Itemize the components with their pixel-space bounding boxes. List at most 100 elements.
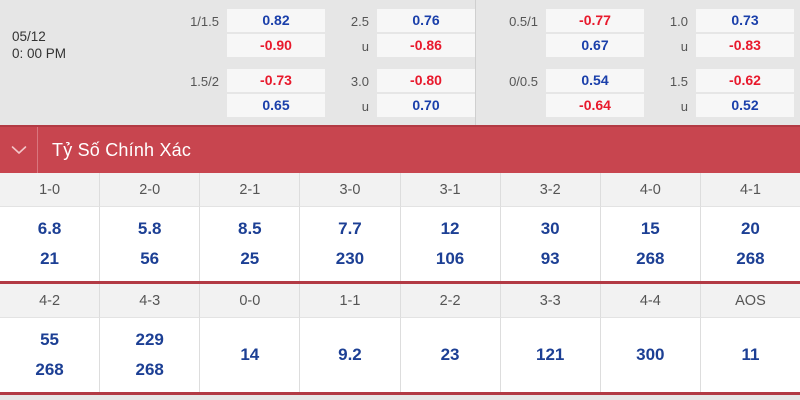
odds-cell[interactable]: 0.54 [546,69,644,92]
total-sub-label: u [680,99,688,114]
score-label: 1-1 [300,284,401,318]
score-odds-cell[interactable]: 229 268 [100,318,201,392]
score-label: 2-1 [200,173,301,207]
total-line: 1.5 [669,74,688,89]
odds-cell[interactable]: 0.73 [696,9,794,32]
score-value-row: 55 268 229 268 14 9.2 23 121 300 11 [0,318,800,392]
total-odds: 0.73 -0.83 [696,9,794,57]
total-sub-label: u [361,39,369,54]
total-odds: -0.62 0.52 [696,69,794,117]
score-odds-secondary: 268 [736,249,765,268]
score-odds-primary: 11 [741,345,760,364]
total-odds: 0.76 -0.86 [377,9,475,57]
match-time: 0: 00 PM [12,46,67,61]
score-odds-primary: 300 [636,345,665,364]
score-header-row: 1-0 2-0 2-1 3-0 3-1 3-2 4-0 4-1 [0,173,800,207]
score-label: 4-3 [100,284,201,318]
score-odds-primary: 14 [240,345,260,364]
odds-cell[interactable]: 0.76 [377,9,475,32]
score-odds-secondary: 230 [335,249,365,268]
score-block: 4-2 4-3 0-0 1-1 2-2 3-3 4-4 AOS 55 268 2… [0,284,800,395]
score-label: 4-4 [600,284,701,318]
odds-cell[interactable]: 0.82 [227,9,325,32]
score-label: 4-1 [700,173,800,207]
match-datetime: 05/12 0: 00 PM [0,0,175,62]
total-market: 3.0 u -0.80 0.70 [325,69,475,119]
section-header-correct-score[interactable]: Tỷ Số Chính Xác [0,125,800,173]
odds-cell[interactable]: 0.70 [377,94,475,117]
score-odds-primary: 15 [640,219,660,238]
handicap-line: 0.5/1 [509,14,538,29]
score-odds-primary: 121 [536,345,565,364]
odds-cell[interactable]: 0.67 [546,34,644,57]
score-odds-cell[interactable]: 7.7 230 [300,207,401,281]
score-odds-cell[interactable]: 23 [400,318,501,392]
score-label: 4-0 [600,173,701,207]
handicap-market: 0.5/1 -0.77 0.67 [494,9,644,59]
total-line-labels: 1.5 u [644,69,696,119]
score-odds-primary: 229 [135,330,164,349]
odds-block: 0.5/1 -0.77 0.67 1.0 u 0.73 -0. [494,9,800,59]
collapse-toggle[interactable] [0,127,38,173]
handicap-line: 1.5/2 [190,74,219,89]
odds-cell[interactable]: -0.64 [546,94,644,117]
handicap-line-labels: 1.5/2 [175,69,227,94]
score-odds-cell[interactable]: 14 [200,318,301,392]
score-label: AOS [700,284,800,318]
odds-cell[interactable]: 0.52 [696,94,794,117]
score-label: 3-0 [300,173,401,207]
score-odds-primary: 9.2 [338,345,362,364]
score-label: 3-3 [500,284,601,318]
score-odds-cell[interactable]: 9.2 [300,318,401,392]
score-odds-cell[interactable]: 12 106 [400,207,501,281]
score-odds-cell[interactable]: 121 [500,318,601,392]
odds-cell[interactable]: -0.62 [696,69,794,92]
score-odds-primary: 7.7 [338,219,362,238]
odds-panel: 05/12 0: 00 PM 1/1.5 0.82 -0.90 [0,0,800,125]
handicap-market: 0/0.5 0.54 -0.64 [494,69,644,119]
odds-groups: 1/1.5 0.82 -0.90 2.5 u 0.76 -0. [175,0,800,125]
odds-cell[interactable]: -0.80 [377,69,475,92]
total-line: 3.0 [350,74,369,89]
handicap-line: 0/0.5 [509,74,538,89]
score-odds-secondary: 106 [435,249,465,268]
score-odds-cell[interactable]: 20 268 [700,207,800,281]
score-odds-primary: 23 [440,345,460,364]
odds-cell[interactable]: -0.77 [546,9,644,32]
odds-cell[interactable]: -0.90 [227,34,325,57]
score-label: 3-2 [500,173,601,207]
handicap-market: 1/1.5 0.82 -0.90 [175,9,325,59]
odds-cell[interactable]: -0.83 [696,34,794,57]
score-odds-secondary: 21 [40,249,60,268]
handicap-odds: 0.82 -0.90 [227,9,325,57]
score-odds-cell[interactable]: 6.8 21 [0,207,101,281]
handicap-odds: 0.54 -0.64 [546,69,644,117]
odds-cell[interactable]: -0.73 [227,69,325,92]
odds-cell[interactable]: 0.65 [227,94,325,117]
score-label: 3-1 [400,173,501,207]
score-label: 2-0 [100,173,201,207]
score-odds-cell[interactable]: 15 268 [600,207,701,281]
total-line-labels: 2.5 u [325,9,377,59]
score-odds-secondary: 268 [636,249,665,268]
handicap-line-labels: 0/0.5 [494,69,546,94]
score-odds-cell[interactable]: 30 93 [500,207,601,281]
total-sub-label: u [680,39,688,54]
score-odds-cell[interactable]: 300 [600,318,701,392]
odds-group-right: 0.5/1 -0.77 0.67 1.0 u 0.73 -0. [475,0,800,125]
total-line-labels: 1.0 u [644,9,696,59]
total-line: 2.5 [350,14,369,29]
score-odds-secondary: 93 [540,249,560,268]
score-block: 1-0 2-0 2-1 3-0 3-1 3-2 4-0 4-1 6.8 21 5… [0,173,800,284]
score-odds-secondary: 268 [35,360,64,379]
score-label: 2-2 [400,284,501,318]
score-odds-cell[interactable]: 55 268 [0,318,101,392]
score-odds-primary: 8.5 [237,219,262,238]
total-market: 1.0 u 0.73 -0.83 [644,9,794,59]
score-odds-cell[interactable]: 11 [700,318,800,392]
score-odds-cell[interactable]: 5.8 56 [100,207,201,281]
total-odds: -0.80 0.70 [377,69,475,117]
score-odds-cell[interactable]: 8.5 25 [200,207,301,281]
odds-cell[interactable]: -0.86 [377,34,475,57]
total-sub-label: u [361,99,369,114]
